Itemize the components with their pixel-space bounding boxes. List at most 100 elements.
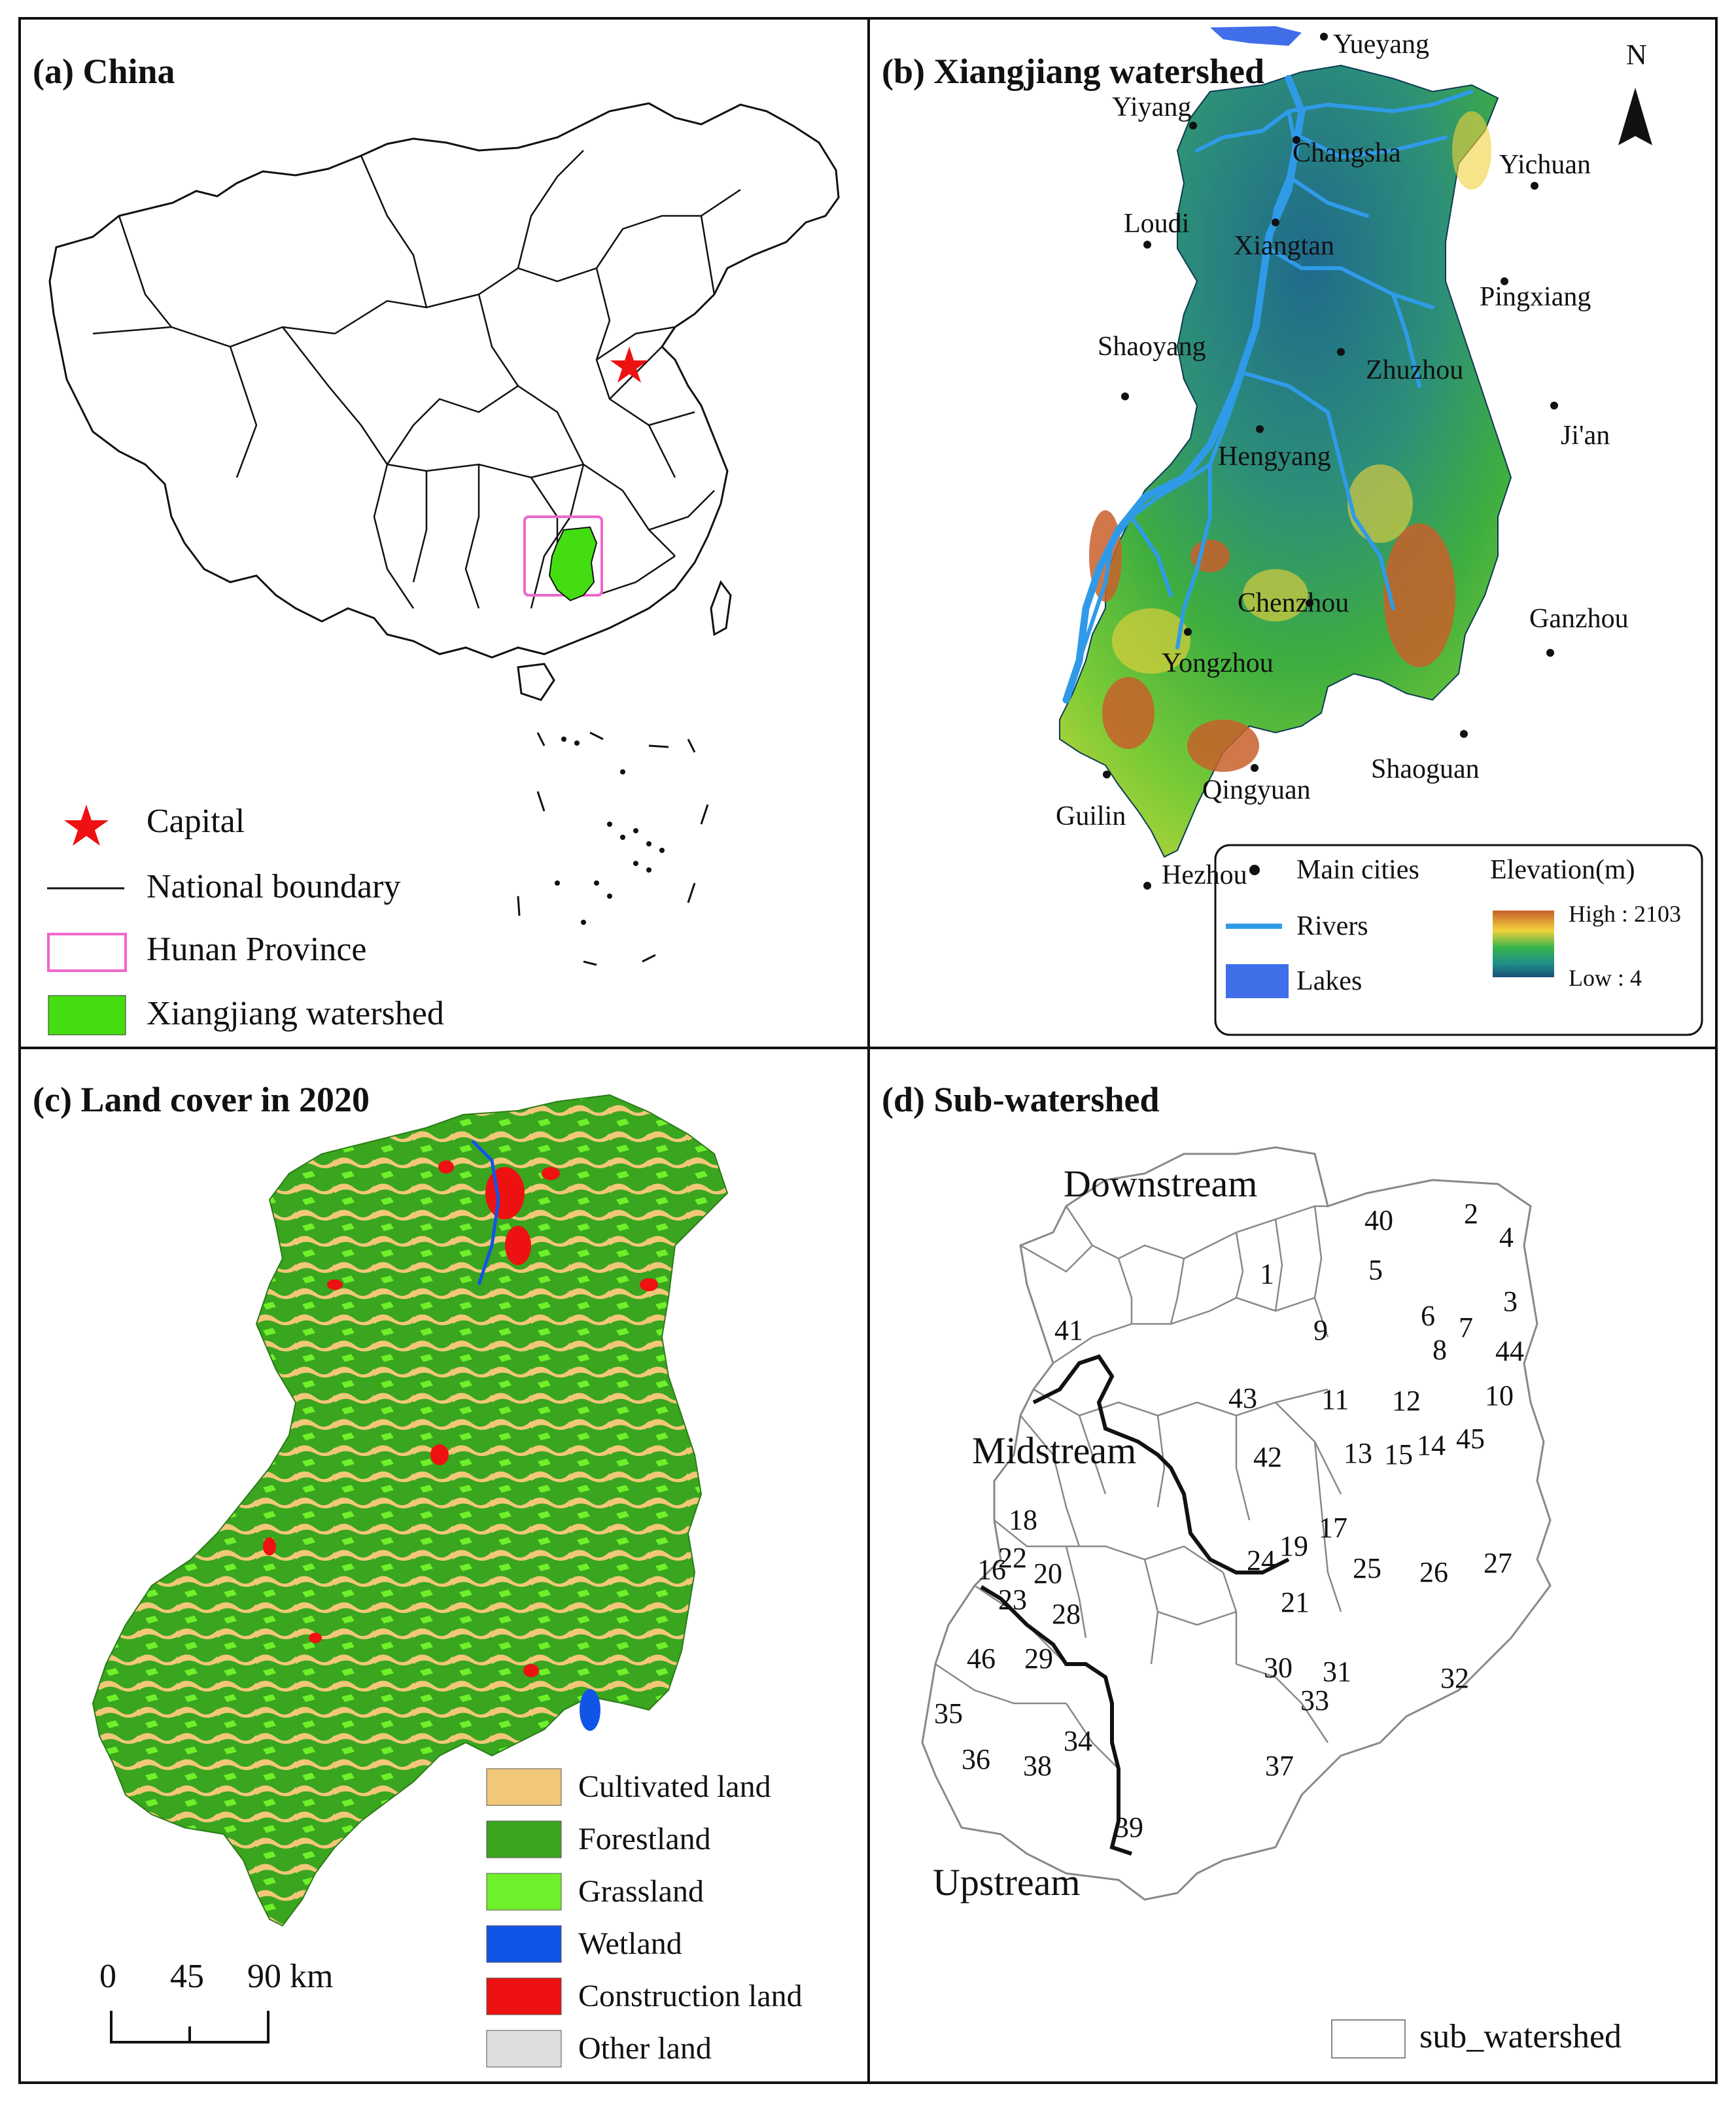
panel-divider-horizontal [18, 1047, 1718, 1049]
legend-sub-watershed-swatch [1331, 2019, 1406, 2059]
subwatershed-label-17: 17 [1319, 1512, 1347, 1544]
subwatershed-label-36: 36 [962, 1743, 990, 1775]
subwatershed-label-46: 46 [967, 1642, 996, 1675]
scale-tick-90: 90 km [247, 1958, 334, 1995]
city-ganzhou: Ganzhou [1529, 604, 1629, 634]
subwatershed-label-19: 19 [1279, 1530, 1308, 1562]
subwatershed-label-24: 24 [1247, 1544, 1276, 1576]
high-elevation-zones [1089, 510, 1455, 772]
legend-label-lakes: Lakes [1296, 966, 1363, 996]
sub-watershed-outline [921, 1146, 1552, 1901]
subwatershed-label-13: 13 [1344, 1437, 1372, 1469]
scale-bar [110, 2011, 269, 2043]
panel-a-title: (a) China [33, 52, 175, 91]
legend-city-dot [1249, 865, 1260, 875]
panel-c: (c) Land cover in 2020 [21, 1049, 867, 2081]
wetland-patches [471, 1139, 600, 1731]
legend-watershed-box [48, 995, 126, 1035]
china-map [47, 102, 840, 1035]
subwatershed-label-6: 6 [1421, 1300, 1435, 1332]
mid-elevation-zones [1112, 111, 1491, 674]
subwatershed-label-38: 38 [1023, 1750, 1052, 1782]
city-yongzhou: Yongzhou [1162, 648, 1274, 678]
city-hengyang: Hengyang [1218, 442, 1331, 472]
legend-label-national-boundary: National boundary [147, 868, 401, 905]
panel-divider-vertical [867, 17, 870, 2084]
zone-upstream: Upstream [933, 1861, 1081, 1903]
legend-label-xiangjiang-watershed: Xiangjiang watershed [147, 995, 444, 1032]
subwatershed-label-22: 22 [998, 1542, 1027, 1574]
sub-watershed-map [921, 1146, 1552, 2059]
lake-dongting [1210, 26, 1302, 46]
panel-c-title: (c) Land cover in 2020 [33, 1080, 370, 1119]
legend-forestland: Forestland [578, 1822, 711, 1856]
subwatershed-label-25: 25 [1353, 1552, 1381, 1584]
subwatershed-label-28: 28 [1052, 1598, 1081, 1630]
land-cover-legend-swatches [486, 1768, 562, 2068]
subwatershed-label-18: 18 [1009, 1504, 1037, 1536]
taiwan-island [710, 580, 732, 636]
legend-grassland: Grassland [578, 1874, 704, 1909]
city-xiangtan: Xiangtan [1234, 231, 1334, 261]
legend-cultivated-land: Cultivated land [578, 1769, 771, 1804]
main-river [1062, 75, 1306, 704]
city-chenzhou: Chenzhou [1238, 588, 1349, 618]
subwatershed-label-16: 16 [977, 1554, 1006, 1586]
city-shaoguan: Shaoguan [1371, 754, 1480, 784]
subwatershed-label-41: 41 [1054, 1314, 1083, 1346]
city-loudi: Loudi [1124, 209, 1190, 239]
capital-star-icon [610, 347, 648, 383]
panel-a: (a) China Capital National boundary Huna… [21, 20, 867, 1047]
legend-box-b [1214, 844, 1703, 1036]
legend-hunan-box [47, 933, 127, 972]
zone-downstream: Downstream [1064, 1162, 1258, 1205]
subwatershed-label-35: 35 [934, 1697, 963, 1729]
subwatershed-label-42: 42 [1253, 1441, 1282, 1473]
city-yichuan: Yichuan [1499, 150, 1591, 180]
south-china-sea-islands [555, 737, 665, 925]
legend-elevation-high: High : 2103 [1569, 901, 1682, 927]
subwatershed-label-8: 8 [1432, 1334, 1447, 1366]
legend-elevation-low: Low : 4 [1569, 965, 1642, 991]
city-yiyang: Yiyang [1112, 92, 1192, 122]
scale-tick-0: 0 [99, 1958, 116, 1995]
legend-sub-watershed-label: sub_watershed [1419, 2018, 1622, 2055]
subwatershed-label-45: 45 [1456, 1423, 1485, 1455]
subwatershed-label-34: 34 [1064, 1725, 1092, 1757]
subwatershed-label-10: 10 [1485, 1380, 1514, 1412]
scale-tick-45: 45 [170, 1958, 204, 1995]
legend-wetland: Wetland [578, 1926, 682, 1961]
north-label: N [1626, 39, 1647, 71]
land-cover-watershed [92, 1094, 729, 1927]
panel-b: (b) Xiangjiang watershed N Yueyang Yiyan… [870, 20, 1715, 1047]
panel-d: (d) Sub-watershed Downstream Midstream U… [870, 1049, 1715, 2081]
subwatershed-label-2: 2 [1464, 1198, 1478, 1230]
subwatershed-label-12: 12 [1392, 1385, 1421, 1417]
subwatershed-label-33: 33 [1300, 1684, 1329, 1716]
zone-midstream: Midstream [972, 1429, 1137, 1472]
rivers [1077, 90, 1474, 663]
legend-construction-land: Construction land [578, 1979, 803, 2013]
city-markers [1103, 33, 1558, 890]
subwatershed-label-3: 3 [1503, 1285, 1518, 1317]
panel-b-title: (b) Xiangjiang watershed [882, 52, 1265, 91]
subwatershed-label-37: 37 [1265, 1750, 1294, 1782]
subwatershed-label-7: 7 [1459, 1312, 1473, 1344]
subwatershed-label-15: 15 [1384, 1438, 1413, 1470]
subwatershed-label-9: 9 [1313, 1314, 1328, 1346]
nine-dash-line [517, 731, 709, 966]
legend-label-capital: Capital [147, 803, 245, 840]
xiangjiang-watershed-shape [548, 526, 598, 602]
subwatershed-label-20: 20 [1033, 1557, 1062, 1590]
subwatershed-label-32: 32 [1440, 1662, 1469, 1694]
land-cover-map [92, 1094, 729, 2068]
subwatershed-label-11: 11 [1321, 1383, 1349, 1416]
legend-other-land: Other land [578, 2031, 712, 2066]
subwatershed-label-1: 1 [1260, 1258, 1274, 1290]
subwatershed-label-44: 44 [1495, 1335, 1524, 1367]
city-guilin: Guilin [1056, 801, 1126, 831]
legend-elevation-title: Elevation(m) [1490, 855, 1635, 885]
legend-lake-swatch [1226, 964, 1289, 998]
subwatershed-label-30: 30 [1264, 1652, 1293, 1684]
subwatershed-label-26: 26 [1419, 1556, 1448, 1588]
